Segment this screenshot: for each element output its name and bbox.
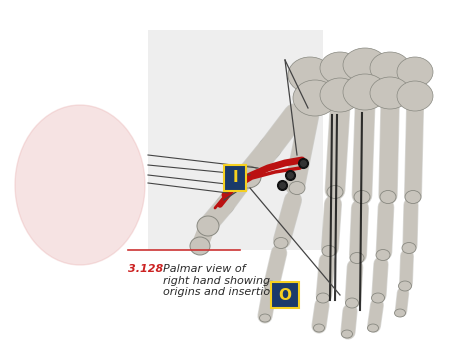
Ellipse shape	[343, 48, 387, 82]
Ellipse shape	[317, 293, 329, 303]
Ellipse shape	[190, 237, 210, 255]
FancyBboxPatch shape	[271, 282, 299, 308]
Ellipse shape	[235, 166, 261, 188]
Ellipse shape	[402, 243, 416, 253]
Ellipse shape	[397, 57, 433, 87]
Ellipse shape	[320, 78, 360, 112]
FancyBboxPatch shape	[224, 165, 246, 191]
FancyBboxPatch shape	[148, 30, 323, 250]
Ellipse shape	[327, 185, 343, 199]
Ellipse shape	[15, 105, 145, 265]
Ellipse shape	[288, 57, 332, 93]
Ellipse shape	[341, 330, 353, 338]
Ellipse shape	[313, 324, 325, 332]
Ellipse shape	[354, 191, 370, 204]
Ellipse shape	[289, 181, 305, 194]
Ellipse shape	[380, 191, 396, 204]
Text: I: I	[232, 171, 238, 185]
Ellipse shape	[370, 52, 410, 84]
Ellipse shape	[264, 281, 277, 291]
Ellipse shape	[293, 80, 337, 116]
Ellipse shape	[197, 216, 219, 236]
Text: 3.128: 3.128	[128, 264, 163, 274]
Text: O: O	[279, 287, 292, 303]
Ellipse shape	[350, 252, 364, 264]
Ellipse shape	[405, 191, 421, 204]
Ellipse shape	[397, 81, 433, 111]
Ellipse shape	[346, 298, 358, 308]
Ellipse shape	[259, 314, 271, 322]
Ellipse shape	[274, 238, 288, 249]
Ellipse shape	[367, 324, 379, 332]
Ellipse shape	[322, 245, 336, 257]
Ellipse shape	[372, 293, 384, 303]
Ellipse shape	[376, 250, 390, 260]
Ellipse shape	[399, 281, 411, 291]
Ellipse shape	[394, 309, 405, 317]
Ellipse shape	[370, 77, 410, 109]
Ellipse shape	[343, 74, 387, 110]
Text: Palmar view of
right hand showing
origins and insertions: Palmar view of right hand showing origin…	[163, 264, 283, 297]
Ellipse shape	[320, 52, 360, 84]
